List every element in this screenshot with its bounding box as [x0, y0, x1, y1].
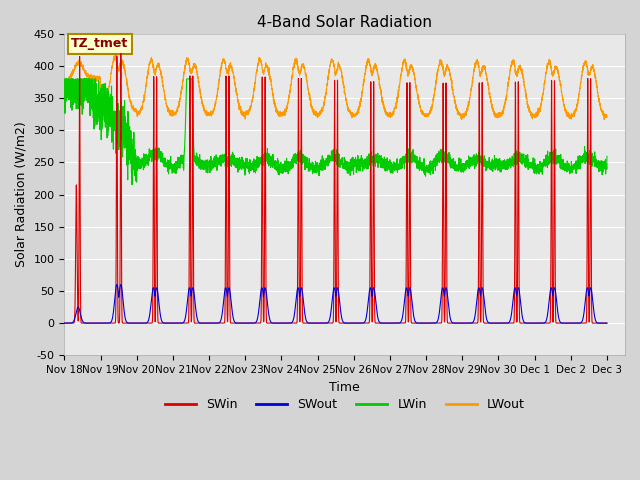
- X-axis label: Time: Time: [330, 381, 360, 394]
- Legend: SWin, SWout, LWin, LWout: SWin, SWout, LWin, LWout: [160, 394, 530, 417]
- Text: TZ_tmet: TZ_tmet: [71, 37, 129, 50]
- Y-axis label: Solar Radiation (W/m2): Solar Radiation (W/m2): [15, 122, 28, 267]
- Title: 4-Band Solar Radiation: 4-Band Solar Radiation: [257, 15, 432, 30]
